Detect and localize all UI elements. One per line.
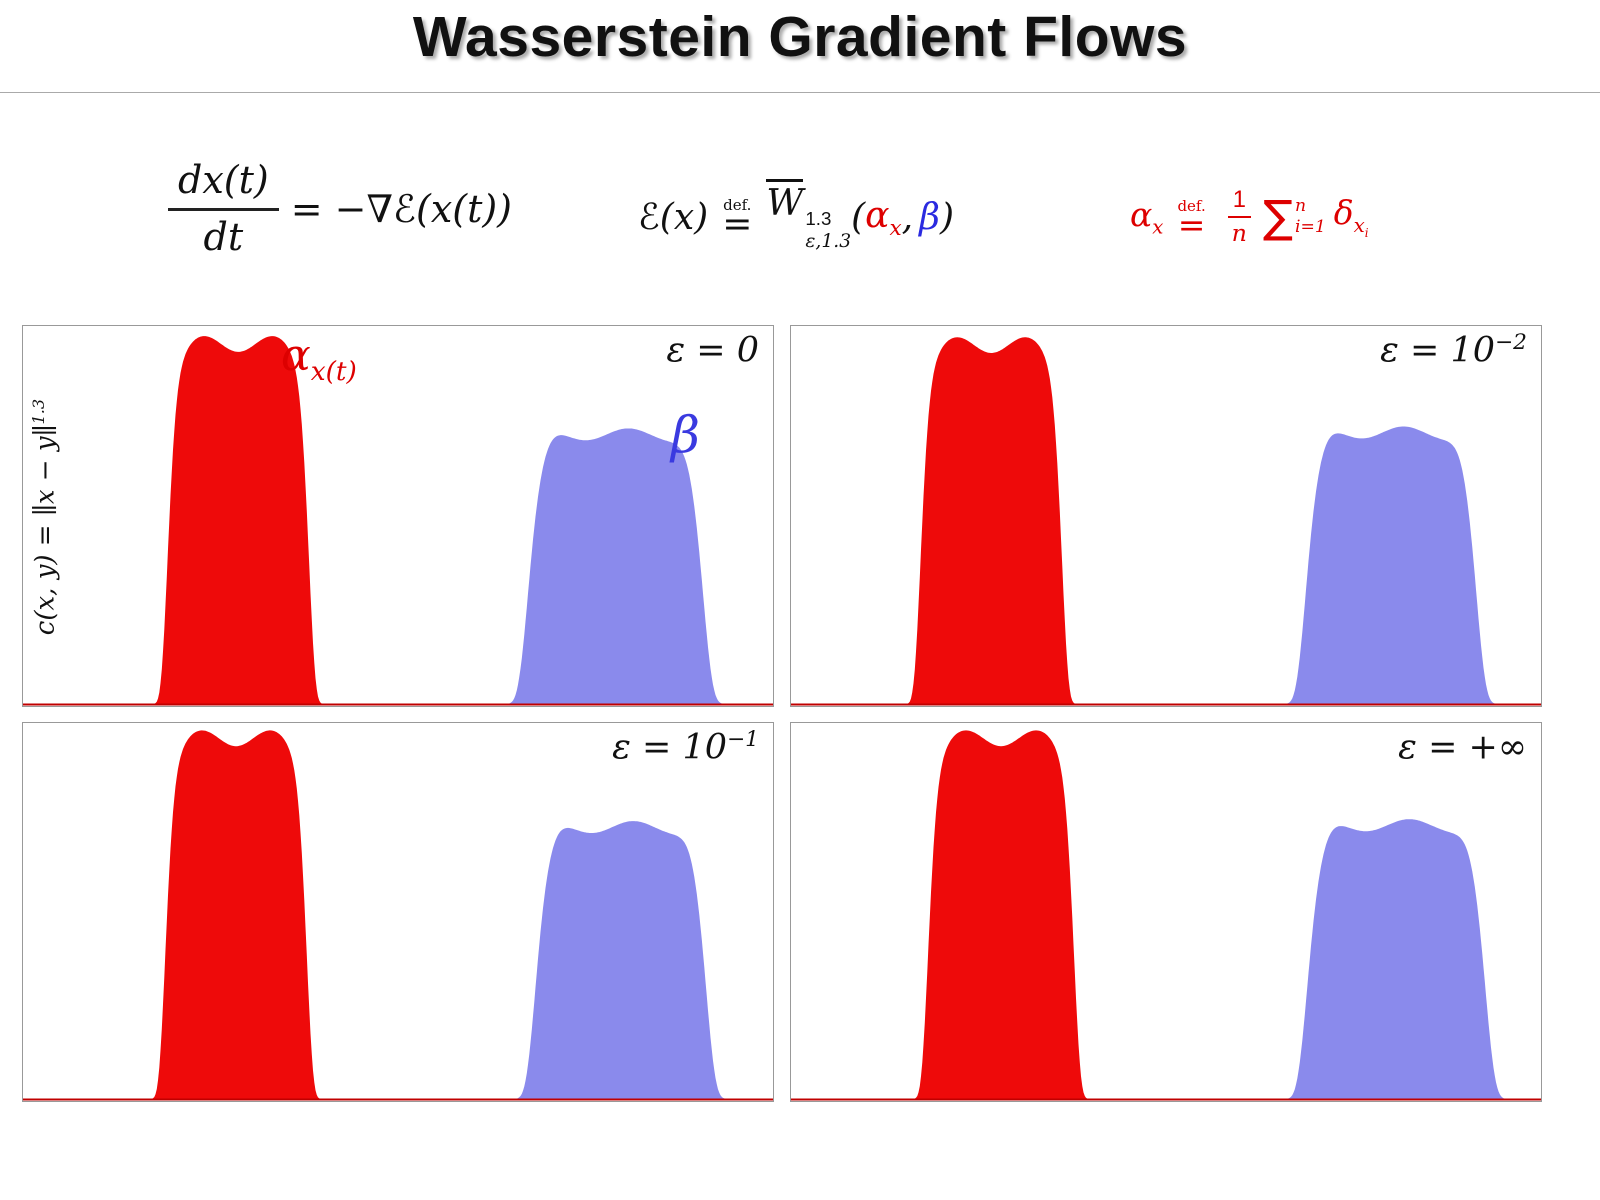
density-plot bbox=[791, 730, 1541, 1101]
epsilon-label: ε = 10−2 bbox=[1380, 330, 1527, 371]
epsilon-label: ε = +∞ bbox=[1398, 727, 1527, 768]
epsilon-value: ε = 10 bbox=[1380, 330, 1496, 371]
summation-term: ∑ n i=1 bbox=[1263, 191, 1326, 243]
epsilon-exponent: −2 bbox=[1495, 330, 1527, 355]
title-divider bbox=[0, 92, 1600, 93]
time-derivative-fraction: dx(t) dt bbox=[168, 158, 279, 259]
page-title: Wasserstein Gradient Flows bbox=[412, 5, 1188, 69]
alpha-density-area bbox=[791, 730, 1541, 1099]
alpha-curve-label: αx(t) bbox=[281, 334, 357, 385]
epsilon-exponent: −1 bbox=[727, 727, 759, 752]
def-annotation: def. bbox=[723, 196, 752, 215]
density-plot bbox=[791, 337, 1541, 706]
wasserstein-subscript: ε,1.3 bbox=[805, 230, 852, 252]
equals-sign: = bbox=[722, 204, 753, 246]
open-paren: ( bbox=[851, 197, 866, 239]
beta-density-area bbox=[23, 821, 773, 1099]
fraction-denominator: dt bbox=[203, 215, 244, 259]
alpha-symbol: α bbox=[865, 194, 890, 236]
alpha-x-term: αx bbox=[1130, 195, 1163, 239]
dirac-term: δxi bbox=[1334, 193, 1369, 240]
comma: , bbox=[901, 197, 914, 239]
plot-panel-eps-0: c(x, y) = ∥x − y∥1.3 αx(t) β ε = 0 bbox=[22, 325, 774, 707]
epsilon-value: ε = 0 bbox=[666, 330, 759, 371]
beta-density-area bbox=[791, 426, 1541, 704]
beta-density-area bbox=[23, 428, 773, 704]
density-plot bbox=[23, 336, 773, 706]
density-plot bbox=[23, 730, 773, 1101]
wasserstein-scripts: 1.3 ε,1.3 bbox=[805, 208, 851, 253]
alpha-label-subscript: x(t) bbox=[310, 355, 357, 387]
alpha-density-area bbox=[23, 730, 773, 1099]
alpha-density-area bbox=[791, 337, 1541, 704]
beta-curve-label: β bbox=[671, 406, 700, 464]
delta-subscript: xi bbox=[1353, 213, 1369, 240]
alpha-subscript: x bbox=[1152, 215, 1164, 239]
energy-lhs: ℰ(x) bbox=[638, 197, 709, 239]
sum-symbol: ∑ bbox=[1262, 190, 1293, 243]
alpha-density-area bbox=[23, 336, 773, 704]
wasserstein-symbol: W bbox=[766, 179, 804, 224]
epsilon-label: ε = 0 bbox=[666, 330, 759, 371]
beta-density-area bbox=[791, 819, 1541, 1099]
def-equals: def. = bbox=[722, 192, 752, 243]
equals-sign: = bbox=[1177, 204, 1206, 244]
close-paren: ) bbox=[939, 197, 954, 239]
beta-argument: β bbox=[919, 197, 940, 239]
empirical-measure-equation: αx def. = 1 n ∑ n i=1 δxi bbox=[1130, 186, 1369, 247]
y-axis-label: c(x, y) = ∥x − y∥1.3 bbox=[29, 336, 61, 698]
y-axis-label-exponent: 1.3 bbox=[29, 398, 48, 425]
alpha-argument: αx bbox=[865, 195, 902, 241]
delta-sub-i: i bbox=[1364, 225, 1369, 240]
y-axis-label-text: c(x, y) = ∥x − y∥ bbox=[30, 424, 61, 636]
alpha-symbol: α bbox=[281, 330, 311, 381]
wasserstein-superscript: 1.3 bbox=[805, 208, 832, 230]
gradient-flow-rhs: = −∇ℰ(x(t)) bbox=[290, 186, 512, 231]
epsilon-value: ε = +∞ bbox=[1398, 727, 1527, 768]
def-annotation: def. bbox=[1177, 196, 1206, 215]
fraction-denominator: n bbox=[1231, 219, 1247, 247]
delta-symbol: δ bbox=[1333, 193, 1354, 233]
epsilon-label: ε = 10−1 bbox=[612, 727, 759, 768]
plot-panel-eps-1e-2: ε = 10−2 bbox=[790, 325, 1542, 707]
plot-panel-eps-inf: ε = +∞ bbox=[790, 722, 1542, 1102]
plot-panel-eps-1e-1: ε = 10−1 bbox=[22, 722, 774, 1102]
wasserstein-term: W 1.3 ε,1.3 bbox=[766, 179, 851, 253]
gradient-flow-equation: dx(t) dt = −∇ℰ(x(t)) bbox=[168, 158, 512, 259]
delta-sub-x: x bbox=[1353, 213, 1365, 237]
sum-limits: n i=1 bbox=[1295, 196, 1326, 237]
one-over-n-fraction: 1 n bbox=[1227, 186, 1251, 247]
alpha-symbol: α bbox=[1130, 194, 1153, 234]
sum-upper-limit: n bbox=[1294, 195, 1307, 216]
energy-definition-equation: ℰ(x) def. = W 1.3 ε,1.3 ( αx , β ) bbox=[638, 179, 954, 253]
def-equals: def. = bbox=[1177, 193, 1205, 241]
epsilon-value: ε = 10 bbox=[612, 727, 728, 768]
fraction-numerator: 1 bbox=[1227, 186, 1251, 218]
alpha-subscript: x bbox=[889, 215, 902, 241]
fraction-numerator: dx(t) bbox=[168, 158, 279, 211]
sum-lower-limit: i=1 bbox=[1294, 216, 1326, 237]
